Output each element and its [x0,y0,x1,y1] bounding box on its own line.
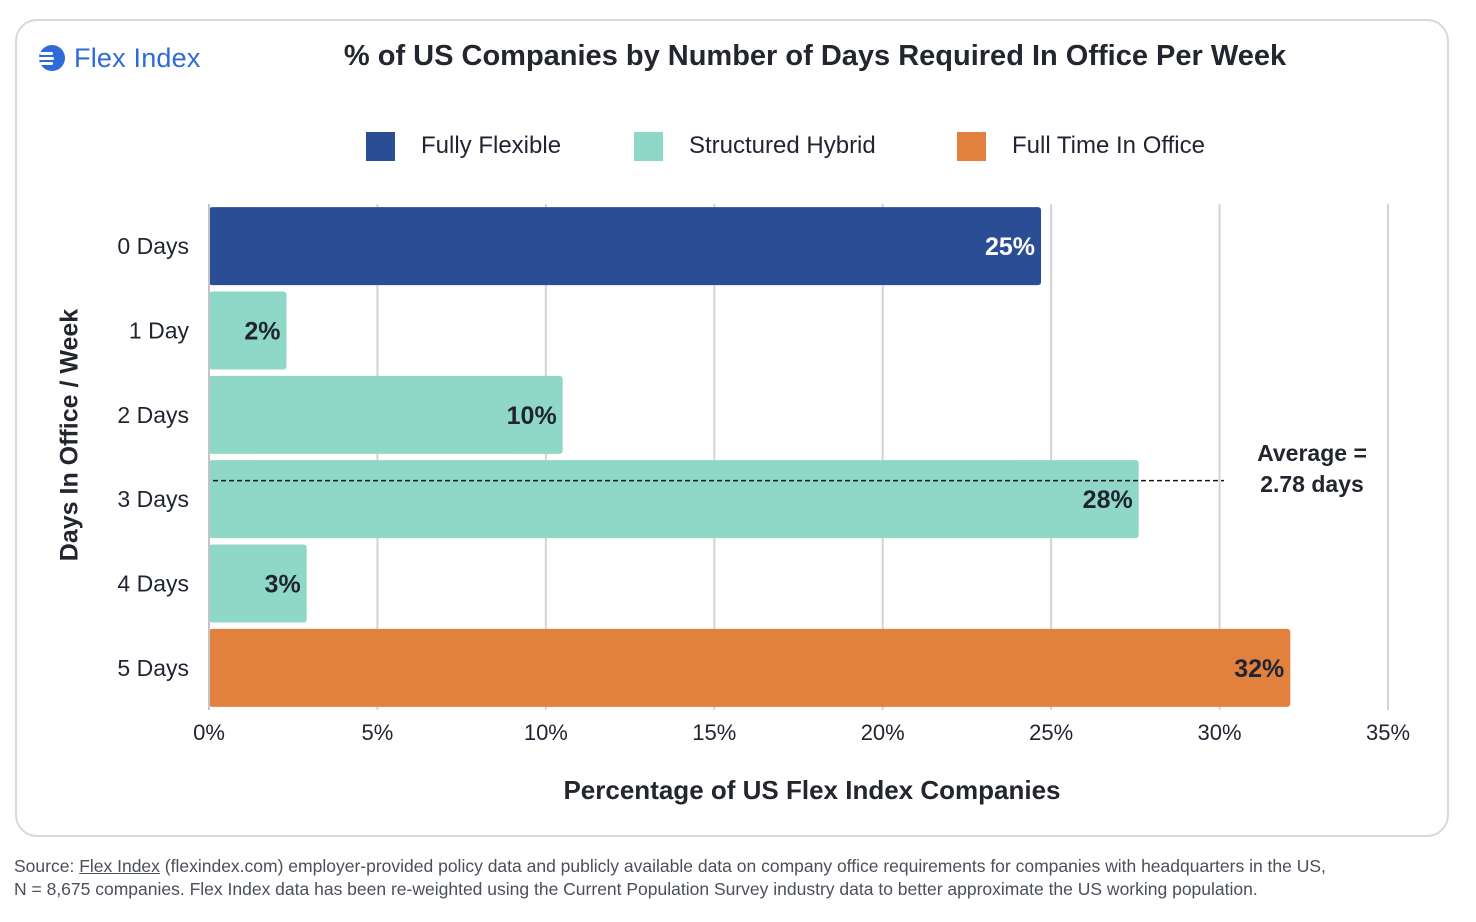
x-tick-label-10: 10% [524,720,568,745]
y-tick-label-5-days: 5 Days [117,655,189,681]
x-tick-label-25: 25% [1029,720,1073,745]
legend-item-fully-flexible: Fully Flexible [366,130,561,162]
flex-index-logo[interactable]: Flex Index [36,40,201,76]
data-label-1-day: 2% [244,318,280,346]
x-tick-label-30: 30% [1198,720,1242,745]
y-tick-label-3-days: 3 Days [117,486,189,512]
data-label-0-days: 25% [985,233,1035,261]
legend-swatch-structured-hybrid [634,131,663,161]
data-label-2-days: 10% [507,402,557,430]
bar-5-days [209,628,1291,707]
bar-1-day [209,291,287,370]
chart-legend: Fully Flexible Structured Hybrid Full Ti… [0,130,1476,162]
bar-2-days [209,375,563,454]
x-axis-title: Percentage of US Flex Index Companies [563,775,1061,805]
chart-title: % of US Companies by Number of Days Requ… [343,40,1287,72]
legend-swatch-fully-flexible [366,131,395,161]
source-rest-line1: (flexindex.com) employer-provided policy… [159,856,1326,876]
source-prefix: Source: [14,856,80,876]
flex-index-logo-icon [38,45,65,71]
average-annotation: Average = 2.78 days [1232,438,1392,500]
legend-item-structured-hybrid: Structured Hybrid [634,130,876,162]
source-note: Source: Flex Index (flexindex.com) emplo… [14,855,1464,901]
average-annotation-line1: Average = [1257,440,1367,466]
y-tick-label-4-days: 4 Days [117,571,189,597]
source-line-1: Source: Flex Index (flexindex.com) emplo… [14,855,1464,878]
average-annotation-line2: 2.78 days [1260,471,1364,497]
data-label-3-days: 28% [1083,486,1133,514]
x-tick-label-20: 20% [861,720,905,745]
x-tick-label-0: 0% [193,720,225,745]
bar-3-days [209,460,1139,539]
bar-4-days [209,544,307,623]
y-tick-label-0-days: 0 Days [117,233,189,259]
legend-swatch-full-time-in-office [957,131,986,161]
y-tick-label-2-days: 2 Days [117,402,189,428]
legend-item-full-time-in-office: Full Time In Office [957,130,1205,162]
y-tick-label-1-day: 1 Day [129,318,190,344]
data-label-4-days: 3% [265,571,301,599]
logo-text: Flex Index [74,42,201,73]
data-label-5-days: 32% [1234,655,1284,683]
source-link[interactable]: Flex Index [79,856,160,876]
x-tick-label-5: 5% [362,720,394,745]
x-tick-label-15: 15% [692,720,736,745]
legend-label-structured-hybrid: Structured Hybrid [689,132,876,159]
legend-label-full-time-in-office: Full Time In Office [1012,132,1205,159]
x-tick-label-35: 35% [1366,720,1410,745]
legend-label-fully-flexible: Fully Flexible [421,132,562,159]
source-line-2: N = 8,675 companies. Flex Index data has… [14,879,1258,899]
bar-0-days [209,207,1042,286]
